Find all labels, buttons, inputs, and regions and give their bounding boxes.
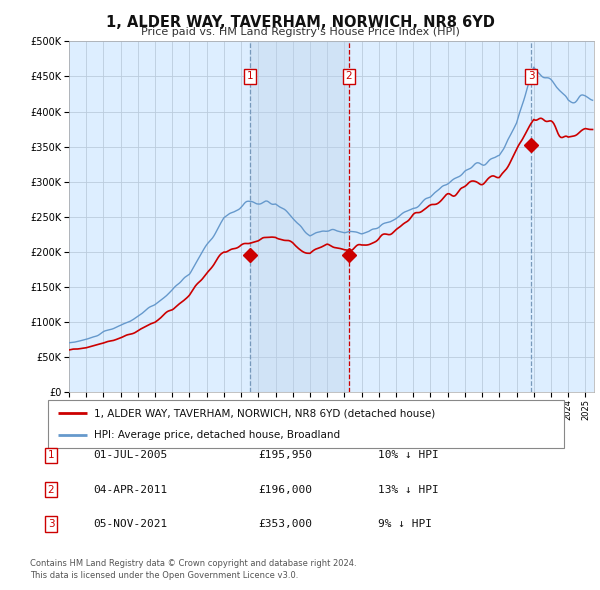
Text: 2: 2	[346, 71, 352, 81]
Text: 3: 3	[47, 519, 55, 529]
Text: 04-APR-2011: 04-APR-2011	[93, 485, 167, 494]
Text: £195,950: £195,950	[258, 451, 312, 460]
FancyBboxPatch shape	[48, 400, 564, 448]
Text: 1, ALDER WAY, TAVERHAM, NORWICH, NR8 6YD (detached house): 1, ALDER WAY, TAVERHAM, NORWICH, NR8 6YD…	[94, 408, 436, 418]
Text: 10% ↓ HPI: 10% ↓ HPI	[378, 451, 439, 460]
Text: 01-JUL-2005: 01-JUL-2005	[93, 451, 167, 460]
Text: Price paid vs. HM Land Registry's House Price Index (HPI): Price paid vs. HM Land Registry's House …	[140, 27, 460, 37]
Text: 05-NOV-2021: 05-NOV-2021	[93, 519, 167, 529]
Text: 3: 3	[527, 71, 535, 81]
Text: 1: 1	[247, 71, 253, 81]
Text: HPI: Average price, detached house, Broadland: HPI: Average price, detached house, Broa…	[94, 430, 341, 440]
Text: £353,000: £353,000	[258, 519, 312, 529]
Text: 2: 2	[47, 485, 55, 494]
Text: 13% ↓ HPI: 13% ↓ HPI	[378, 485, 439, 494]
Text: 1: 1	[47, 451, 55, 460]
Bar	[250, 41, 349, 392]
Text: 9% ↓ HPI: 9% ↓ HPI	[378, 519, 432, 529]
Text: 1, ALDER WAY, TAVERHAM, NORWICH, NR8 6YD: 1, ALDER WAY, TAVERHAM, NORWICH, NR8 6YD	[106, 15, 494, 30]
Text: Contains HM Land Registry data © Crown copyright and database right 2024.
This d: Contains HM Land Registry data © Crown c…	[30, 559, 356, 580]
Text: £196,000: £196,000	[258, 485, 312, 494]
